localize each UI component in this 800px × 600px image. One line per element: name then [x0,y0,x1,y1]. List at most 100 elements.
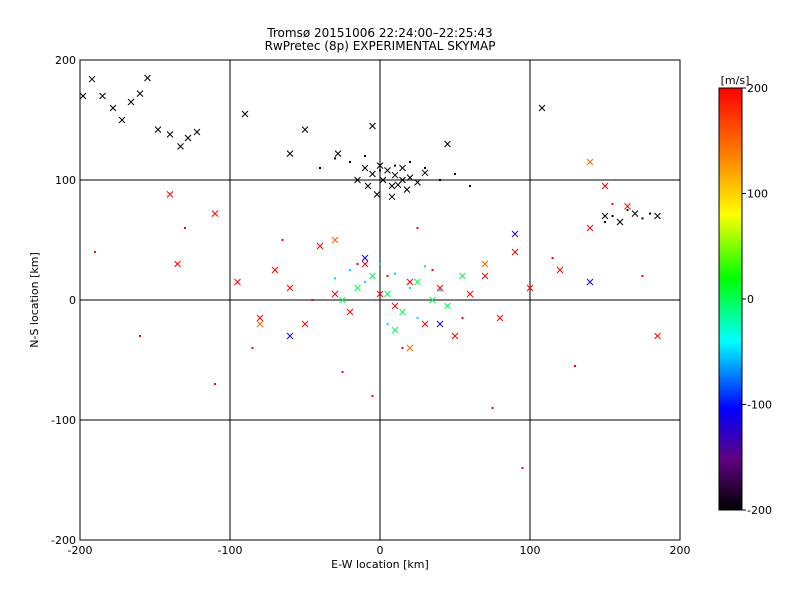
data-point-x [526,284,534,292]
data-point-x [601,212,609,220]
data-point-dot [139,335,141,337]
data-point-x [511,248,519,256]
data-point-x [99,92,106,100]
data-point-x [406,174,414,181]
data-point-x [384,167,391,174]
data-point-dot [491,407,494,409]
data-point-dot [461,317,464,319]
data-point-dot [416,227,419,229]
data-point-x [361,260,369,268]
data-point-x [624,203,631,210]
data-point-x [369,122,376,130]
data-point-x [369,170,376,178]
data-point-x [444,140,451,148]
data-point-x [256,320,264,328]
data-point-x [109,104,117,112]
data-point-x [616,218,624,226]
data-point-x [166,191,174,198]
data-point-dot [611,215,614,217]
data-point-x [481,272,489,280]
data-point-x [384,290,391,298]
x-tick-label: -200 [68,544,93,557]
data-point-x [601,182,609,190]
data-point-x [354,284,361,292]
data-point-dot [341,371,344,373]
data-point-dot [521,467,524,469]
y-tick-label: -200 [51,534,76,547]
data-point-dot [416,317,419,319]
data-point-dot [626,209,629,211]
data-point-dot [424,265,426,268]
data-point-dot [409,161,411,163]
data-point-dot [604,221,606,223]
scatter-points [80,74,661,469]
data-point-x [331,236,339,244]
data-point-x [538,104,546,112]
data-point-x [339,296,346,304]
data-point-x [193,128,201,136]
data-point-x [369,272,376,280]
data-point-dot [641,275,644,277]
data-point-dot [349,161,351,163]
data-point-dot [349,269,351,271]
data-point-x [177,143,184,150]
data-point-x [403,186,411,193]
data-point-x [414,179,421,186]
data-point-x [118,116,126,124]
data-point-x [586,158,594,166]
data-point-x [354,176,361,184]
data-point-x [388,193,396,201]
data-point-dot [379,263,381,265]
data-point-x [388,182,396,190]
data-point-dot [386,323,389,325]
y-tick-label: -100 [51,414,76,427]
data-point-x [136,90,144,97]
data-point-dot [214,383,216,385]
data-point-x [80,92,87,100]
data-point-dot [611,203,614,205]
data-point-dot [401,347,404,349]
colorbar-tick-label: 200 [747,82,768,95]
x-tick-label: -100 [218,544,243,557]
data-point-dot [431,269,434,271]
data-point-x [444,302,451,310]
data-point-x [376,290,384,298]
data-point-x [166,131,174,138]
data-point-dot [251,347,254,349]
data-point-x [556,266,564,274]
data-point-dot [439,179,441,181]
data-point-x [331,290,339,298]
data-point-x [256,314,264,322]
data-point-x [399,308,406,316]
data-point-x [286,332,294,340]
data-point-x [406,278,414,286]
data-point-x [127,98,135,106]
data-point-x [421,169,429,177]
data-point-x [271,266,279,274]
data-point-dot [334,157,336,160]
data-point-dot [439,289,441,292]
data-point-dot [409,287,411,289]
y-tick-label: 0 [69,294,76,307]
data-point-dot [469,185,471,187]
data-point-x [466,290,474,298]
data-point-x [154,126,162,133]
data-point-dot [649,212,651,215]
data-point-x [654,332,661,340]
colorbar-ticks: 200 100 0 -100 -200 [742,82,772,517]
data-point-x [174,260,181,268]
colorbar-tick-label: -200 [747,504,772,517]
data-point-x [451,332,459,340]
data-point-x [496,314,504,322]
y-axis-ticks: -200 -100 0 100 200 [51,54,76,547]
data-point-x [481,260,489,268]
data-point-dot [574,365,576,367]
data-point-dot [184,227,186,229]
data-point-x [316,242,324,250]
colorbar-label: [m/s] [721,74,750,87]
data-point-x [414,278,421,286]
data-point-x [436,284,444,292]
data-point-x [379,176,387,184]
data-point-x [586,278,594,286]
data-point-x [421,320,429,328]
